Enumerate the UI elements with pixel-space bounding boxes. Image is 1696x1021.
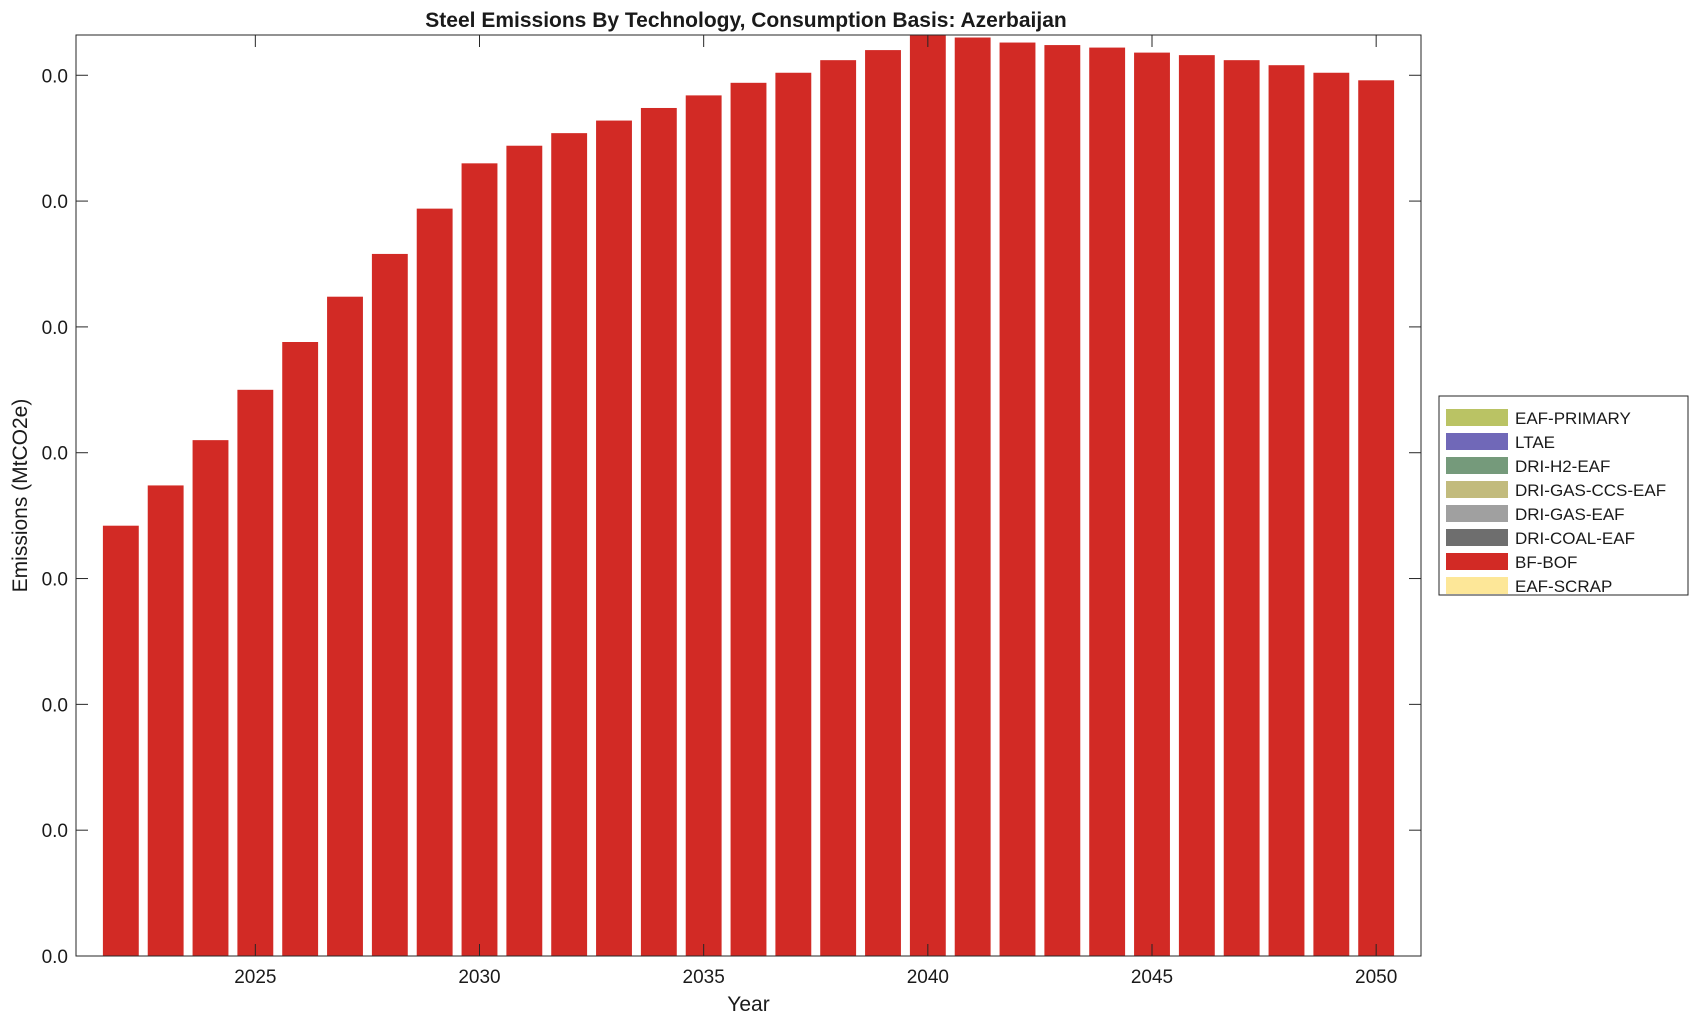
bar-bf-bof-2040 (909, 35, 946, 956)
x-tick-label: 2040 (907, 967, 949, 988)
bar-bf-bof-2034 (640, 107, 677, 957)
legend: EAF-PRIMARY LTAE DRI-H2-EAF DRI-GAS-CCS-EAF… (1438, 395, 1689, 596)
y-axis-title: Emissions (MtCO2e) (9, 399, 32, 593)
bar-bf-bof-2027 (327, 296, 363, 956)
y-tick-label: 0.0 (42, 947, 68, 968)
bar-bf-bof-2049 (1313, 72, 1350, 956)
bar-bf-bof-2031 (506, 145, 543, 957)
legend-label-dri-gas-ccs-eaf: DRI-GAS-CCS-EAF (1515, 481, 1666, 500)
legend-label-bf-bof: BF-BOF (1515, 553, 1577, 572)
y-tick-label: 0.0 (42, 444, 68, 465)
bar-bf-bof-2037 (775, 72, 812, 956)
legend-swatch-dri-gas-eaf (1446, 505, 1508, 522)
bar-bf-bof-2046 (1178, 55, 1215, 956)
legend-swatch-dri-h2-eaf (1446, 457, 1508, 474)
x-tick-label: 2030 (458, 967, 500, 988)
y-tick-label: 0.0 (42, 66, 68, 87)
legend-label-eaf-scrap: EAF-SCRAP (1515, 577, 1612, 596)
bar-bf-bof-2022 (102, 525, 139, 956)
bar-bf-bof-2047 (1223, 60, 1260, 957)
bar-bf-bof-2032 (551, 133, 588, 956)
bar-bf-bof-2030 (461, 163, 498, 957)
legend-label-dri-coal-eaf: DRI-COAL-EAF (1515, 529, 1635, 548)
chart-title: Steel Emissions By Technology, Consumpti… (425, 9, 1066, 32)
bar-bf-bof-2029 (416, 208, 453, 956)
legend-swatch-eaf-scrap (1446, 577, 1508, 594)
legend-label-ltae: LTAE (1515, 433, 1555, 452)
bar-bf-bof-2042 (999, 42, 1036, 957)
plot-frame (75, 34, 1422, 957)
bar-bf-bof-2048 (1268, 65, 1305, 956)
y-tick-label: 0.0 (42, 192, 68, 213)
legend-swatch-eaf-primary (1446, 409, 1508, 426)
bar-bf-bof-2041 (954, 37, 991, 956)
bar-bf-bof-2035 (685, 95, 722, 956)
y-tick-label: 0.0 (42, 695, 68, 716)
legend-swatch-dri-coal-eaf (1446, 529, 1508, 546)
bar-bf-bof-2025 (237, 389, 274, 956)
bars-layer (102, 35, 1395, 957)
x-tick-label: 2035 (683, 967, 725, 988)
y-tick-label: 0.0 (42, 318, 68, 339)
bar-bf-bof-2045 (1134, 52, 1170, 957)
y-tick-label: 0.0 (42, 821, 68, 842)
x-axis: 2025 2030 2035 2040 2045 2050 (234, 35, 1397, 988)
bar-bf-bof-2043 (1044, 45, 1081, 956)
legend-swatch-dri-gas-ccs-eaf (1446, 481, 1508, 498)
y-axis: 0.0 0.0 0.0 0.0 0.0 0.0 0.0 0.0 (42, 66, 1421, 968)
x-tick-label: 2050 (1355, 967, 1397, 988)
legend-swatch-bf-bof (1446, 553, 1508, 570)
legend-label-eaf-primary: EAF-PRIMARY (1515, 409, 1631, 428)
x-axis-title: Year (727, 993, 769, 1016)
bar-bf-bof-2024 (192, 440, 229, 956)
bar-bf-bof-2033 (596, 120, 632, 956)
x-tick-label: 2025 (234, 967, 276, 988)
bar-bf-bof-2036 (730, 82, 767, 956)
bar-bf-bof-2026 (282, 342, 319, 956)
bar-bf-bof-2023 (147, 485, 184, 956)
x-tick-label: 2045 (1131, 967, 1173, 988)
bar-bf-bof-2044 (1089, 47, 1126, 956)
legend-swatch-ltae (1446, 433, 1508, 450)
bar-bf-bof-2039 (865, 50, 901, 957)
bar-bf-bof-2028 (371, 253, 408, 956)
bar-bf-bof-2050 (1358, 80, 1395, 957)
legend-label-dri-gas-eaf: DRI-GAS-EAF (1515, 505, 1625, 524)
bar-bf-bof-2038 (820, 60, 857, 957)
legend-label-dri-h2-eaf: DRI-H2-EAF (1515, 457, 1610, 476)
y-tick-label: 0.0 (42, 570, 68, 591)
